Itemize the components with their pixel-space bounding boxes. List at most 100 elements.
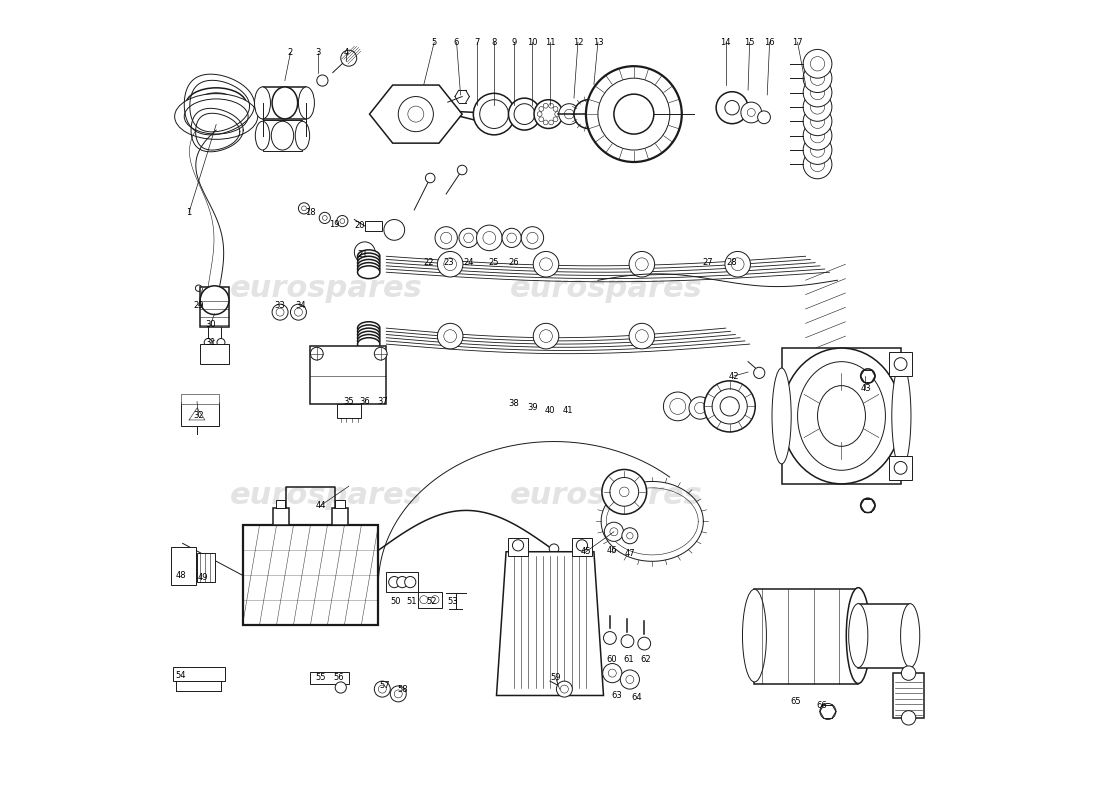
Circle shape <box>398 97 433 132</box>
Circle shape <box>540 258 552 270</box>
Circle shape <box>712 406 720 414</box>
Circle shape <box>712 389 747 424</box>
Bar <box>386 572 418 592</box>
Circle shape <box>614 94 653 134</box>
Circle shape <box>431 596 439 604</box>
Circle shape <box>337 215 348 226</box>
Text: eurospares: eurospares <box>509 274 702 302</box>
Text: 22: 22 <box>424 258 433 267</box>
Text: 29: 29 <box>194 302 204 310</box>
Bar <box>572 538 592 556</box>
Text: 60: 60 <box>606 655 617 664</box>
Ellipse shape <box>901 604 920 667</box>
Text: 17: 17 <box>792 38 803 46</box>
Ellipse shape <box>358 266 379 278</box>
Circle shape <box>619 487 629 497</box>
Circle shape <box>317 75 328 86</box>
Text: 9: 9 <box>512 38 517 46</box>
Circle shape <box>559 104 580 125</box>
Text: 61: 61 <box>623 655 634 664</box>
Circle shape <box>554 112 560 117</box>
Circle shape <box>549 544 559 554</box>
Ellipse shape <box>200 286 229 314</box>
Circle shape <box>534 100 563 129</box>
Bar <box>418 592 442 608</box>
Ellipse shape <box>358 253 379 266</box>
Circle shape <box>459 228 478 247</box>
Text: 45: 45 <box>581 547 591 556</box>
Circle shape <box>663 392 692 421</box>
Circle shape <box>319 212 330 223</box>
Circle shape <box>549 103 553 108</box>
Circle shape <box>811 129 825 143</box>
Text: eurospares: eurospares <box>230 482 422 510</box>
Circle shape <box>426 173 434 182</box>
Circle shape <box>527 232 538 243</box>
Circle shape <box>758 111 770 124</box>
Text: 51: 51 <box>407 597 417 606</box>
Bar <box>276 500 285 508</box>
Text: 35: 35 <box>343 397 354 406</box>
Circle shape <box>322 215 327 220</box>
Circle shape <box>217 338 226 346</box>
Ellipse shape <box>772 368 791 464</box>
Circle shape <box>378 685 386 693</box>
Text: 33: 33 <box>275 302 285 310</box>
Circle shape <box>443 258 456 270</box>
Circle shape <box>732 258 744 270</box>
Circle shape <box>894 462 908 474</box>
Text: 6: 6 <box>454 38 460 46</box>
Bar <box>263 121 302 151</box>
Circle shape <box>811 71 825 86</box>
Circle shape <box>553 106 558 111</box>
Ellipse shape <box>892 364 911 468</box>
Ellipse shape <box>358 334 379 347</box>
Circle shape <box>374 681 390 697</box>
Ellipse shape <box>358 328 379 341</box>
Circle shape <box>725 251 750 277</box>
Bar <box>170 547 196 586</box>
Circle shape <box>608 669 616 677</box>
Text: 28: 28 <box>726 258 737 267</box>
Bar <box>182 402 219 426</box>
Circle shape <box>626 675 634 683</box>
Circle shape <box>310 347 323 360</box>
Text: 15: 15 <box>745 38 755 46</box>
Text: 32: 32 <box>194 411 204 421</box>
Circle shape <box>803 78 832 107</box>
Text: 14: 14 <box>720 38 730 46</box>
Ellipse shape <box>782 348 901 484</box>
Text: 2: 2 <box>288 48 293 57</box>
Circle shape <box>336 682 346 693</box>
Text: 50: 50 <box>390 597 402 606</box>
Text: 55: 55 <box>316 674 326 682</box>
Circle shape <box>694 402 706 414</box>
Text: 48: 48 <box>176 571 186 580</box>
Circle shape <box>537 112 542 117</box>
Circle shape <box>811 57 825 71</box>
Circle shape <box>534 323 559 349</box>
Circle shape <box>514 104 535 125</box>
Text: eurospares: eurospares <box>230 274 422 302</box>
Circle shape <box>811 143 825 158</box>
Text: 65: 65 <box>791 698 801 706</box>
Circle shape <box>374 347 387 360</box>
Circle shape <box>894 358 908 370</box>
Circle shape <box>803 150 832 178</box>
Circle shape <box>534 251 559 277</box>
Text: 47: 47 <box>625 549 635 558</box>
Ellipse shape <box>255 122 270 150</box>
Circle shape <box>443 330 456 342</box>
Text: 49: 49 <box>197 573 208 582</box>
Circle shape <box>564 110 574 119</box>
Ellipse shape <box>358 250 379 262</box>
Text: 57: 57 <box>379 681 390 690</box>
Text: 13: 13 <box>593 38 603 46</box>
Circle shape <box>420 596 428 604</box>
Ellipse shape <box>272 122 294 150</box>
Bar <box>200 344 229 364</box>
Text: 44: 44 <box>316 501 326 510</box>
Text: 46: 46 <box>606 546 617 554</box>
Bar <box>890 456 912 480</box>
Text: 1: 1 <box>186 208 191 217</box>
